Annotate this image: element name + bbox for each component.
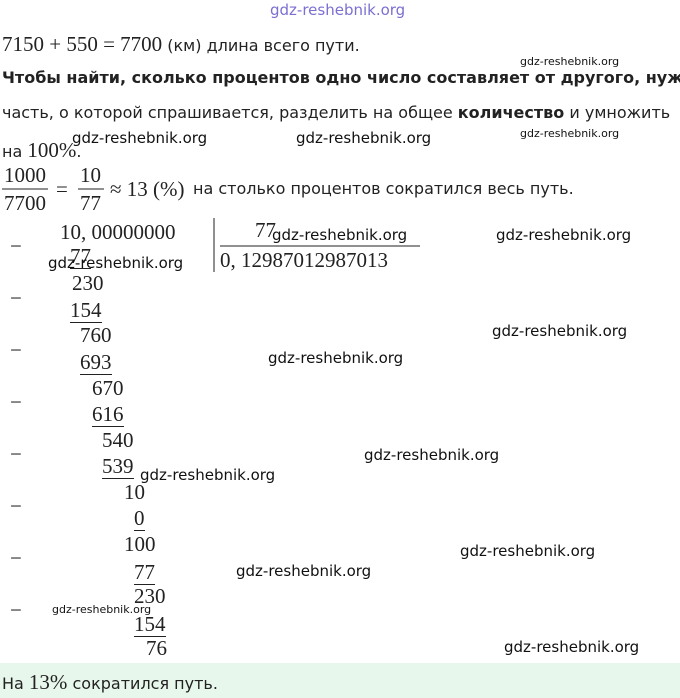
equals: = <box>56 177 68 201</box>
denominator: 7700 <box>4 191 46 215</box>
subtrahend: 154 <box>134 612 166 637</box>
watermark: gdz-reshebnik.org <box>492 322 628 340</box>
subtrahend: 154 <box>70 298 102 323</box>
subtrahend: 0 <box>134 506 145 531</box>
quotient: 0, 12987012987013 <box>220 248 388 272</box>
watermark: gdz-reshebnik.org <box>236 562 372 580</box>
minus: − <box>10 286 22 310</box>
text-line: 7150 + 550 = 7700 (км) длина всего пути. <box>2 34 360 55</box>
minus: − <box>10 234 22 258</box>
remainder: 76 <box>146 636 167 660</box>
text: На <box>2 674 29 693</box>
text: Чтобы найти, сколько процентов одно числ… <box>2 68 680 87</box>
watermark: gdz-reshebnik.org <box>496 226 632 244</box>
text: на <box>2 142 28 161</box>
minus: − <box>10 338 22 362</box>
watermark: gdz-reshebnik.org <box>48 254 184 272</box>
minus: − <box>10 442 22 466</box>
text: (км) длина всего пути. <box>162 36 360 55</box>
math: 100% <box>27 138 77 162</box>
math: 7150 + 550 = 7700 <box>2 32 163 56</box>
subtrahend: 539 <box>102 454 134 479</box>
remainder: 760 <box>80 323 112 347</box>
dividend: 10, 00000000 <box>60 220 176 244</box>
watermark: gdz-reshebnik.org <box>364 446 500 464</box>
minus: − <box>10 546 22 570</box>
watermark: gdz-reshebnik.org <box>72 129 208 147</box>
remainder: 10 <box>124 480 145 504</box>
math: 13% <box>28 670 68 694</box>
remainder: 230 <box>72 271 104 295</box>
subtrahend: 77 <box>70 244 91 269</box>
watermark: gdz-reshebnik.org <box>504 638 640 656</box>
remainder: 100 <box>124 532 156 556</box>
numerator: 10 <box>80 163 101 187</box>
text: часть, о которой спрашивается, разделить… <box>2 103 458 122</box>
minus: − <box>10 494 22 518</box>
approx: ≈ 13 (%) <box>110 177 185 201</box>
remainder: 670 <box>92 376 124 400</box>
remainder: 540 <box>102 428 134 452</box>
text-line: на 100%. <box>2 140 81 161</box>
watermark: gdz-reshebnik.org <box>272 226 408 244</box>
subtrahend: 616 <box>92 402 124 427</box>
minus: − <box>10 598 22 622</box>
text: и умножить <box>564 103 671 122</box>
watermark: gdz-reshebnik.org <box>268 349 404 367</box>
text-line: Чтобы найти, сколько процентов одно числ… <box>2 70 680 86</box>
text: количество <box>457 103 565 122</box>
answer-bar <box>0 663 680 698</box>
answer: На 13% сократился путь. <box>2 672 218 693</box>
remainder: 230 <box>134 584 166 608</box>
watermark: gdz-reshebnik.org <box>520 127 620 140</box>
watermark: gdz-reshebnik.org <box>52 603 152 616</box>
text: сократился путь. <box>67 674 218 693</box>
minus: − <box>10 390 22 414</box>
text: на столько процентов сократился весь пут… <box>193 179 574 198</box>
watermark: gdz-reshebnik.org <box>460 542 596 560</box>
watermark: gdz-reshebnik.org <box>296 129 432 147</box>
subtrahend: 693 <box>80 350 112 375</box>
text-line: часть, о которой спрашивается, разделить… <box>2 105 670 121</box>
text: . <box>76 142 82 161</box>
watermark: gdz-reshebnik.org <box>270 1 406 19</box>
denominator: 77 <box>80 191 101 215</box>
divisor: 77 <box>255 218 276 242</box>
watermark: gdz-reshebnik.org <box>520 55 620 68</box>
watermark: gdz-reshebnik.org <box>140 466 276 484</box>
numerator: 1000 <box>4 163 46 187</box>
subtrahend: 77 <box>134 560 155 585</box>
